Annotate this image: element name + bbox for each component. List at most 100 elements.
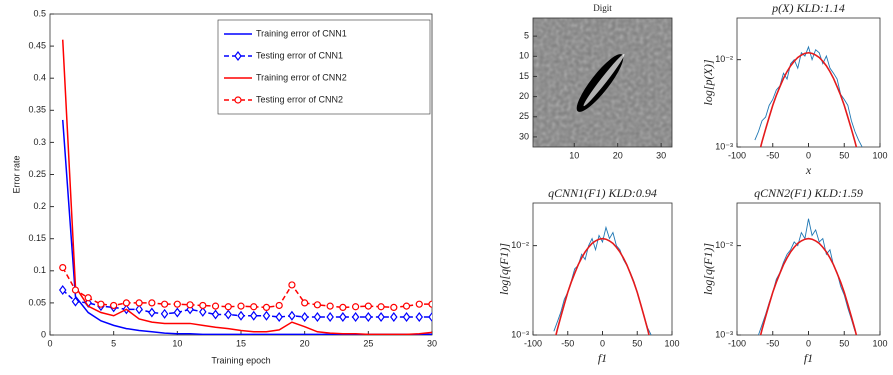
marker (340, 304, 346, 310)
plot-area (737, 203, 880, 335)
y-tick-label: 0.15 (28, 233, 46, 243)
y-tick-label: 5 (524, 31, 529, 41)
y-axis-label: Error rate (11, 155, 21, 193)
marker (302, 300, 308, 306)
y-tick-label: 0.25 (28, 169, 46, 179)
marker (365, 303, 371, 309)
y-tick-label: 10⁻³ (715, 141, 733, 151)
y-tick-label: 30 (519, 131, 529, 141)
marker (251, 304, 257, 310)
y-tick-label: 10⁻³ (511, 329, 529, 339)
x-tick-label: 50 (839, 150, 849, 160)
marker (85, 295, 91, 301)
x-axis-label: x (805, 163, 812, 177)
x-tick-label: 100 (872, 338, 887, 348)
x-tick-label: -100 (728, 150, 746, 160)
marker (353, 304, 359, 310)
panel-title: p(X) KLD:1.14 (771, 1, 845, 15)
x-tick-label: 10 (172, 338, 182, 348)
panel-title: Digit (593, 3, 612, 13)
y-tick-label: 10⁻³ (715, 329, 733, 339)
figure: 0 5 10 15 20 25 30 0 0.05 0.1 0.15 0.2 0.25 0.3 0.35 0.… (0, 0, 893, 375)
y-tick-label: 0 (41, 329, 46, 339)
legend-label: Testing error of CNN1 (256, 50, 343, 60)
x-axis-label: Training epoch (211, 355, 270, 365)
marker (225, 304, 231, 310)
y-axis-label: log[q(F1)] (497, 243, 511, 295)
x-axis-label: f1 (598, 351, 607, 365)
marker (123, 300, 129, 306)
panel-title: qCNN1(F1) KLD:0.94 (548, 186, 657, 200)
y-tick-label: 0.4 (33, 73, 46, 83)
x-tick-label: 20 (613, 150, 623, 160)
y-tick-label: 0.45 (28, 40, 46, 50)
y-tick-label: 0.35 (28, 105, 46, 115)
x-tick-label: 30 (427, 338, 437, 348)
x-tick-label: 0 (806, 150, 811, 160)
marker (429, 301, 435, 307)
x-tick-label: 30 (656, 150, 666, 160)
y-tick-label: 25 (519, 111, 529, 121)
x-tick-label: -100 (728, 338, 746, 348)
x-tick-label: 0 (47, 338, 52, 348)
marker (289, 282, 295, 288)
x-tick-label: 5 (111, 338, 116, 348)
x-tick-label: 50 (839, 338, 849, 348)
marker (98, 301, 104, 307)
x-tick-label: -100 (524, 338, 542, 348)
marker (276, 302, 282, 308)
y-tick-label: 0.2 (33, 201, 46, 211)
marker (136, 300, 142, 306)
marker (314, 302, 320, 308)
plot-area (737, 18, 880, 147)
y-tick-label: 10⁻² (715, 240, 733, 250)
legend-label: Training error of CNN2 (256, 72, 347, 82)
y-tick-label: 0.1 (33, 265, 46, 275)
x-tick-label: 25 (363, 338, 373, 348)
legend-label: Testing error of CNN2 (256, 94, 343, 104)
marker (200, 302, 206, 308)
marker (72, 287, 78, 293)
x-tick-label: 0 (600, 338, 605, 348)
x-tick-label: 10 (569, 150, 579, 160)
y-tick-label: 15 (519, 71, 529, 81)
marker (327, 303, 333, 309)
x-tick-label: -50 (766, 150, 779, 160)
marker (60, 265, 66, 271)
x-tick-label: 20 (300, 338, 310, 348)
x-tick-label: -50 (766, 338, 779, 348)
digit-image (533, 18, 672, 147)
y-tick-label: 10 (519, 51, 529, 61)
x-tick-label: 100 (664, 338, 679, 348)
marker (416, 301, 422, 307)
marker (404, 303, 410, 309)
y-tick-label: 0.5 (33, 8, 46, 18)
panel-title: qCNN2(F1) KLD:1.59 (754, 186, 863, 200)
marker (174, 301, 180, 307)
marker (391, 304, 397, 310)
y-tick-label: 10⁻² (511, 240, 529, 250)
plot-area (533, 203, 672, 335)
marker (263, 304, 269, 310)
legend-marker (235, 97, 241, 103)
y-tick-label: 0.05 (28, 297, 46, 307)
y-axis-label: log[q(F1)] (701, 243, 715, 295)
marker (149, 300, 155, 306)
y-tick-label: 0.3 (33, 137, 46, 147)
y-tick-label: 10⁻² (715, 54, 733, 64)
x-tick-label: 50 (632, 338, 642, 348)
legend-label: Training error of CNN1 (256, 28, 347, 38)
marker (111, 302, 117, 308)
x-tick-label: 100 (872, 150, 887, 160)
y-tick-label: 20 (519, 91, 529, 101)
marker (378, 304, 384, 310)
marker (187, 302, 193, 308)
marker (213, 303, 219, 309)
marker (238, 303, 244, 309)
x-tick-label: 0 (806, 338, 811, 348)
x-tick-label: -50 (561, 338, 574, 348)
x-tick-label: 15 (236, 338, 246, 348)
y-axis-label: log[p(X)] (701, 59, 715, 105)
x-axis-label: f1 (804, 351, 813, 365)
marker (162, 301, 168, 307)
